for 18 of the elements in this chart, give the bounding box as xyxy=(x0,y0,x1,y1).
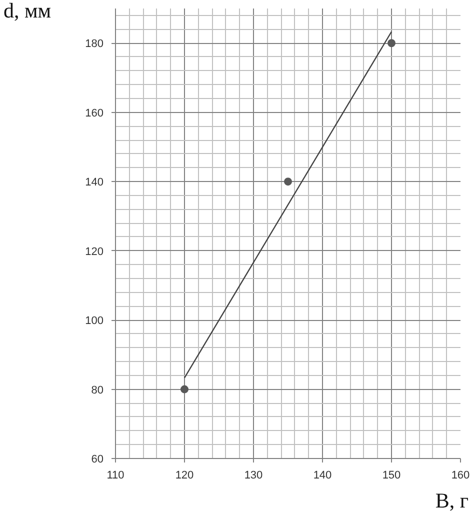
y-tick-label: 160 xyxy=(85,107,104,120)
point xyxy=(180,385,188,394)
x-axis-title: B, г xyxy=(435,488,469,512)
y-tick-label: 60 xyxy=(91,454,104,466)
y-tick-label: 120 xyxy=(85,246,104,258)
x-tick-label: 120 xyxy=(175,470,194,482)
y-tick-label: 140 xyxy=(85,176,104,189)
x-tick-label: 140 xyxy=(313,470,332,482)
y-tick-label: 100 xyxy=(85,315,104,328)
point xyxy=(284,178,292,186)
x-tick-label: 110 xyxy=(106,470,124,482)
y-tick-label: 80 xyxy=(91,384,104,396)
x-tick-label: 150 xyxy=(382,470,401,482)
y-axis-title: d, мм xyxy=(4,0,52,22)
point xyxy=(388,39,396,48)
x-tick-label: 160 xyxy=(451,470,470,482)
x-tick-label: 130 xyxy=(244,470,263,482)
y-tick-label: 180 xyxy=(85,38,104,50)
